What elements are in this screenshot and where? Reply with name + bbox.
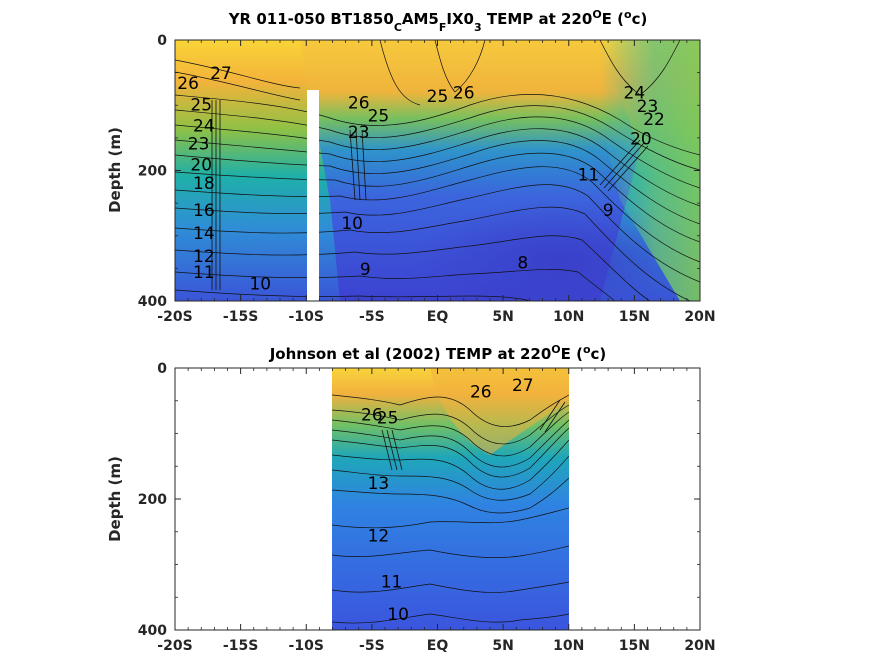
bottom-ylabel: Depth (m) [106,456,124,542]
top-contour-label: 22 [643,110,665,130]
bottom-field [332,368,569,630]
top-contour-label: 12 [193,247,215,267]
top-field [175,40,700,301]
top-xtick-label: -20S [157,309,192,325]
bottom-ytick-label: 200 [138,492,167,508]
top-contour-label: 9 [603,201,614,221]
bottom-xtick-label: -5S [359,638,385,654]
bottom-xtick-label: -15S [223,638,258,654]
top-contour-label: 11 [193,263,215,283]
bottom-contour-label: 12 [368,527,390,547]
bottom-contour-label: 25 [377,409,399,429]
top-contour-label: 24 [624,84,646,104]
top-contour-label: 23 [348,123,370,143]
bottom-xtick-label: 5N [492,638,513,654]
top-contour-label: 24 [193,116,215,136]
bottom-xtick-label: 20N [684,638,715,654]
top-xtick-label: 5N [492,309,513,325]
top-contour-labels: 2726252423201816141211102625231092625824… [177,64,665,294]
top-ytick-label: 0 [157,33,167,49]
top-xtick-label: 15N [619,309,650,325]
bottom-xtick-label: -10S [289,638,324,654]
bottom-contour-label: 26 [361,405,383,425]
top-xtick-label: EQ [427,309,449,325]
top-contour-label: 23 [188,135,210,155]
top-contour-label: 10 [341,214,363,234]
top-contour-label: 27 [210,64,232,84]
top-ytick-label: 200 [138,164,167,180]
top-xtick-label: 20N [684,309,715,325]
top-contour-label: 26 [348,94,370,114]
top-contour-label: 8 [517,253,528,273]
top-contour-label: 11 [578,165,600,185]
bottom-xtick-label: 10N [553,638,584,654]
top-xtick-label: -10S [289,309,324,325]
bottom-panel: Johnson et al (2002) TEMP at 220OE (oc) [106,343,716,655]
top-contour-label: 26 [453,84,475,104]
top-panel: YR 011-050 BT1850CAM5FIX03 TEMP at 220OE… [106,8,716,326]
top-contour-label: 9 [360,260,371,280]
top-contour-label: 23 [637,97,659,117]
bottom-xtick-label: -20S [157,638,192,654]
bottom-ytick-label: 0 [157,361,167,377]
top-ytick-label: 400 [138,294,167,310]
top-contour-label: 18 [193,174,215,194]
bottom-title: Johnson et al (2002) TEMP at 220OE (oc) [269,343,607,364]
top-xtick-label: -15S [223,309,258,325]
top-ylabel: Depth (m) [106,127,124,213]
top-xtick-label: 10N [553,309,584,325]
bottom-contour-lines [332,394,569,624]
top-contour-label: 14 [193,224,215,244]
top-xtick-label: -5S [359,309,385,325]
top-contour-label: 25 [427,87,449,107]
bottom-contour-label: 10 [387,605,409,625]
top-contour-label: 20 [630,129,652,149]
top-ticks: -20S -15S -10S -5S EQ 5N 10N 15N 20N 0 200 400 [138,33,716,325]
masked-column [307,90,319,301]
top-contour-label: 25 [190,95,212,115]
top-contour-label: 26 [177,74,199,94]
top-contour-label: 16 [193,201,215,221]
top-contour-label: 20 [190,156,212,176]
bottom-xtick-label: 15N [619,638,650,654]
top-title: YR 011-050 BT1850CAM5FIX03 TEMP at 220OE… [228,8,648,34]
bottom-ticks: -20S -15S -10S -5S EQ 5N 10N 15N 20N 0 200 400 [138,361,716,654]
bottom-contour-label: 26 [470,382,492,402]
bottom-contour-label: 13 [368,474,390,494]
top-contour-lines [175,40,700,301]
bottom-ytick-label: 400 [138,623,167,639]
bottom-contour-label: 27 [512,376,534,396]
bottom-contour-label: 11 [381,572,403,592]
bottom-xtick-label: EQ [427,638,449,654]
top-contour-label: 25 [368,107,390,127]
top-contour-label: 10 [249,274,271,294]
